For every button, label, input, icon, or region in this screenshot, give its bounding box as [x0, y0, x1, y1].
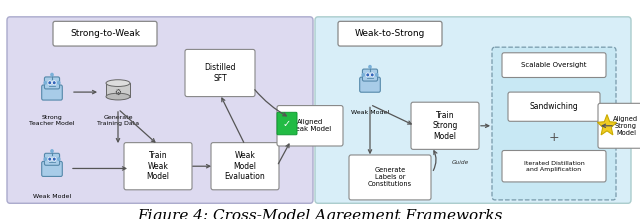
- Text: Iterated Distillation
and Amplification: Iterated Distillation and Amplification: [524, 161, 584, 172]
- Circle shape: [44, 81, 47, 84]
- Ellipse shape: [106, 93, 130, 100]
- FancyBboxPatch shape: [42, 161, 62, 177]
- FancyBboxPatch shape: [349, 155, 431, 200]
- FancyBboxPatch shape: [411, 102, 479, 149]
- Text: Strong
Teacher Model: Strong Teacher Model: [29, 115, 75, 125]
- Text: Weak Model: Weak Model: [33, 194, 71, 199]
- FancyBboxPatch shape: [185, 49, 255, 97]
- Text: Generate
Labels or
Constitutions: Generate Labels or Constitutions: [368, 168, 412, 187]
- Text: Aligned
Strong
Model: Aligned Strong Model: [613, 116, 639, 136]
- Text: Sandwiching: Sandwiching: [530, 102, 579, 111]
- Circle shape: [49, 82, 51, 84]
- Circle shape: [49, 81, 51, 84]
- Circle shape: [369, 65, 371, 68]
- Circle shape: [376, 74, 378, 76]
- FancyBboxPatch shape: [492, 47, 616, 200]
- Text: Weak-to-Strong: Weak-to-Strong: [355, 29, 425, 38]
- FancyBboxPatch shape: [360, 77, 380, 92]
- Circle shape: [51, 150, 53, 152]
- Text: Distilled
SFT: Distilled SFT: [204, 63, 236, 83]
- Circle shape: [371, 74, 373, 76]
- FancyBboxPatch shape: [7, 17, 313, 203]
- Text: +: +: [548, 131, 559, 143]
- FancyBboxPatch shape: [277, 106, 343, 146]
- Circle shape: [366, 73, 369, 76]
- Text: ✓: ✓: [283, 118, 291, 129]
- Polygon shape: [598, 115, 616, 135]
- FancyBboxPatch shape: [598, 103, 640, 148]
- Circle shape: [54, 82, 55, 84]
- Circle shape: [58, 81, 60, 84]
- FancyBboxPatch shape: [338, 21, 442, 46]
- FancyBboxPatch shape: [42, 85, 62, 100]
- FancyBboxPatch shape: [53, 21, 157, 46]
- Text: Guide: Guide: [451, 160, 468, 165]
- Text: Aligned
Weak Model: Aligned Weak Model: [289, 119, 331, 132]
- FancyBboxPatch shape: [124, 143, 192, 190]
- Circle shape: [44, 158, 47, 160]
- FancyBboxPatch shape: [44, 77, 60, 89]
- Text: Train
Strong
Model: Train Strong Model: [432, 111, 458, 141]
- Text: Weak Model: Weak Model: [351, 110, 389, 115]
- Text: Scalable Oversight: Scalable Oversight: [521, 62, 587, 68]
- Text: Train
Weak
Model: Train Weak Model: [147, 151, 170, 181]
- FancyBboxPatch shape: [502, 150, 606, 182]
- FancyBboxPatch shape: [211, 143, 279, 190]
- Text: Weak
Model
Evaluation: Weak Model Evaluation: [225, 151, 266, 181]
- Text: ⚙: ⚙: [115, 88, 122, 97]
- FancyBboxPatch shape: [502, 53, 606, 78]
- Circle shape: [53, 157, 56, 161]
- FancyBboxPatch shape: [508, 92, 600, 121]
- Text: Generate
Training Data: Generate Training Data: [97, 115, 139, 125]
- Text: Figure 4: Cross-Model Agreement Frameworks: Figure 4: Cross-Model Agreement Framewor…: [137, 209, 503, 219]
- FancyBboxPatch shape: [315, 17, 631, 203]
- Circle shape: [58, 158, 60, 160]
- Bar: [106, 83, 130, 97]
- Circle shape: [51, 73, 53, 76]
- FancyBboxPatch shape: [362, 69, 378, 81]
- Circle shape: [371, 73, 374, 76]
- Circle shape: [54, 158, 55, 160]
- Circle shape: [362, 74, 364, 76]
- FancyBboxPatch shape: [44, 153, 60, 165]
- Circle shape: [49, 157, 51, 161]
- Ellipse shape: [106, 80, 130, 87]
- Circle shape: [367, 74, 369, 76]
- Circle shape: [53, 81, 56, 84]
- FancyBboxPatch shape: [277, 112, 297, 135]
- Circle shape: [49, 158, 51, 160]
- Text: Strong-to-Weak: Strong-to-Weak: [70, 29, 140, 38]
